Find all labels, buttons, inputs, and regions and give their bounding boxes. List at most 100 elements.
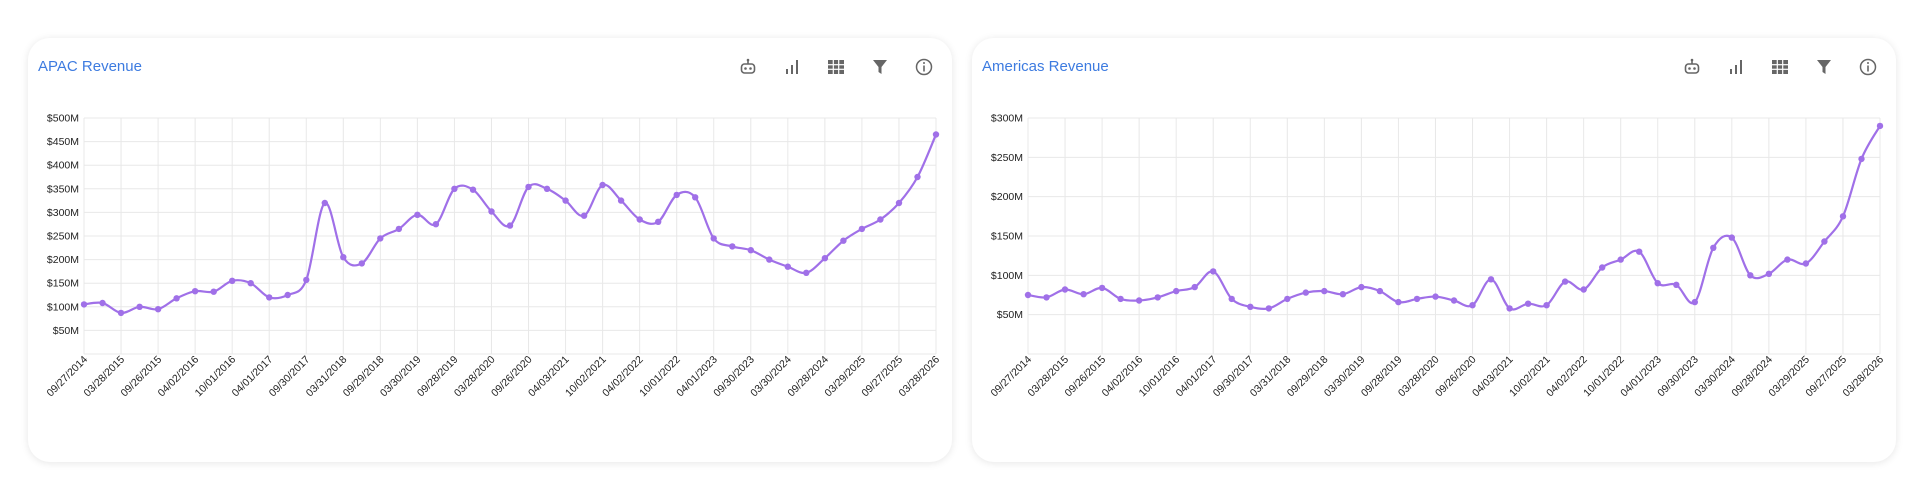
data-point[interactable] [1432, 293, 1439, 300]
data-point[interactable] [1784, 256, 1791, 263]
data-point[interactable] [1858, 155, 1865, 163]
data-point[interactable] [1321, 287, 1328, 295]
data-point[interactable] [210, 288, 217, 295]
data-point[interactable] [1580, 286, 1587, 293]
data-point[interactable] [784, 263, 791, 270]
data-point[interactable] [1265, 305, 1272, 312]
data-point[interactable] [1117, 295, 1124, 303]
data-point[interactable] [1617, 256, 1624, 263]
data-point[interactable] [1839, 213, 1847, 220]
data-point[interactable] [451, 185, 458, 192]
data-point[interactable] [247, 280, 254, 287]
data-point[interactable] [117, 309, 125, 317]
filter-button[interactable] [862, 52, 898, 82]
data-point[interactable] [154, 306, 162, 313]
data-point[interactable] [1154, 294, 1161, 301]
data-point[interactable] [1284, 295, 1291, 303]
data-point[interactable] [1765, 270, 1773, 277]
data-point[interactable] [1024, 291, 1032, 299]
data-point[interactable] [1728, 234, 1735, 241]
data-point[interactable] [914, 173, 921, 181]
data-point[interactable] [266, 294, 273, 301]
data-point[interactable] [414, 211, 421, 218]
data-point[interactable] [1302, 289, 1309, 296]
data-point[interactable] [1210, 268, 1217, 275]
data-point[interactable] [229, 277, 236, 284]
data-point[interactable] [1228, 295, 1235, 303]
data-point[interactable] [580, 212, 588, 219]
data-point[interactable] [395, 225, 403, 233]
data-point[interactable] [340, 254, 347, 261]
table-view-button[interactable] [1762, 52, 1798, 82]
data-point[interactable] [80, 301, 88, 308]
data-point[interactable] [488, 208, 495, 215]
data-point[interactable] [1469, 302, 1476, 309]
data-point[interactable] [636, 216, 643, 223]
data-point[interactable] [469, 186, 477, 193]
data-point[interactable] [1673, 281, 1680, 288]
data-point[interactable] [1524, 300, 1532, 307]
data-point[interactable] [729, 243, 736, 250]
chart-type-button[interactable] [774, 52, 810, 82]
data-point[interactable] [377, 235, 384, 242]
data-point[interactable] [710, 235, 717, 242]
data-point[interactable] [617, 197, 625, 204]
data-point[interactable] [1821, 238, 1828, 245]
data-point[interactable] [432, 221, 440, 228]
data-point[interactable] [599, 181, 606, 189]
data-point[interactable] [1135, 297, 1143, 304]
data-point[interactable] [1413, 295, 1421, 303]
data-point[interactable] [1173, 287, 1180, 295]
data-point[interactable] [895, 199, 903, 207]
ai-assistant-button[interactable] [1674, 52, 1710, 82]
data-point[interactable] [1339, 291, 1347, 298]
data-point[interactable] [692, 194, 699, 201]
data-point[interactable] [1747, 272, 1754, 279]
data-point[interactable] [821, 255, 829, 262]
data-point[interactable] [1376, 287, 1384, 295]
data-point[interactable] [1358, 283, 1365, 291]
data-point[interactable] [99, 299, 106, 307]
data-point[interactable] [1098, 284, 1106, 292]
data-point[interactable] [303, 276, 310, 284]
data-point[interactable] [1636, 248, 1643, 255]
data-point[interactable] [1395, 298, 1402, 306]
data-point[interactable] [506, 222, 514, 229]
data-point[interactable] [543, 185, 551, 192]
data-point[interactable] [1061, 286, 1069, 293]
data-point[interactable] [747, 247, 754, 254]
data-point[interactable] [321, 199, 328, 207]
data-point[interactable] [1599, 264, 1606, 271]
data-point[interactable] [358, 260, 365, 267]
data-point[interactable] [858, 225, 866, 233]
data-point[interactable] [932, 131, 940, 138]
data-point[interactable] [1710, 244, 1717, 251]
info-button[interactable] [906, 52, 942, 82]
data-point[interactable] [1691, 298, 1698, 306]
data-point[interactable] [173, 295, 180, 302]
data-point[interactable] [1876, 122, 1884, 130]
data-point[interactable] [525, 183, 532, 191]
data-point[interactable] [1487, 276, 1495, 283]
data-point[interactable] [1450, 297, 1458, 304]
data-point[interactable] [1654, 280, 1661, 287]
data-point[interactable] [803, 269, 810, 276]
data-point[interactable] [655, 218, 662, 225]
table-view-button[interactable] [818, 52, 854, 82]
data-point[interactable] [1191, 283, 1198, 291]
data-point[interactable] [1561, 278, 1569, 285]
data-point[interactable] [191, 288, 199, 295]
data-point[interactable] [766, 256, 773, 263]
data-point[interactable] [562, 197, 569, 204]
filter-button[interactable] [1806, 52, 1842, 82]
data-point[interactable] [877, 216, 884, 223]
data-point[interactable] [1247, 303, 1254, 310]
data-point[interactable] [1080, 291, 1087, 298]
data-point[interactable] [840, 237, 847, 244]
data-point[interactable] [1506, 305, 1513, 312]
data-point[interactable] [1802, 260, 1810, 267]
data-point[interactable] [284, 291, 291, 299]
data-point[interactable] [136, 303, 143, 310]
ai-assistant-button[interactable] [730, 52, 766, 82]
chart-type-button[interactable] [1718, 52, 1754, 82]
